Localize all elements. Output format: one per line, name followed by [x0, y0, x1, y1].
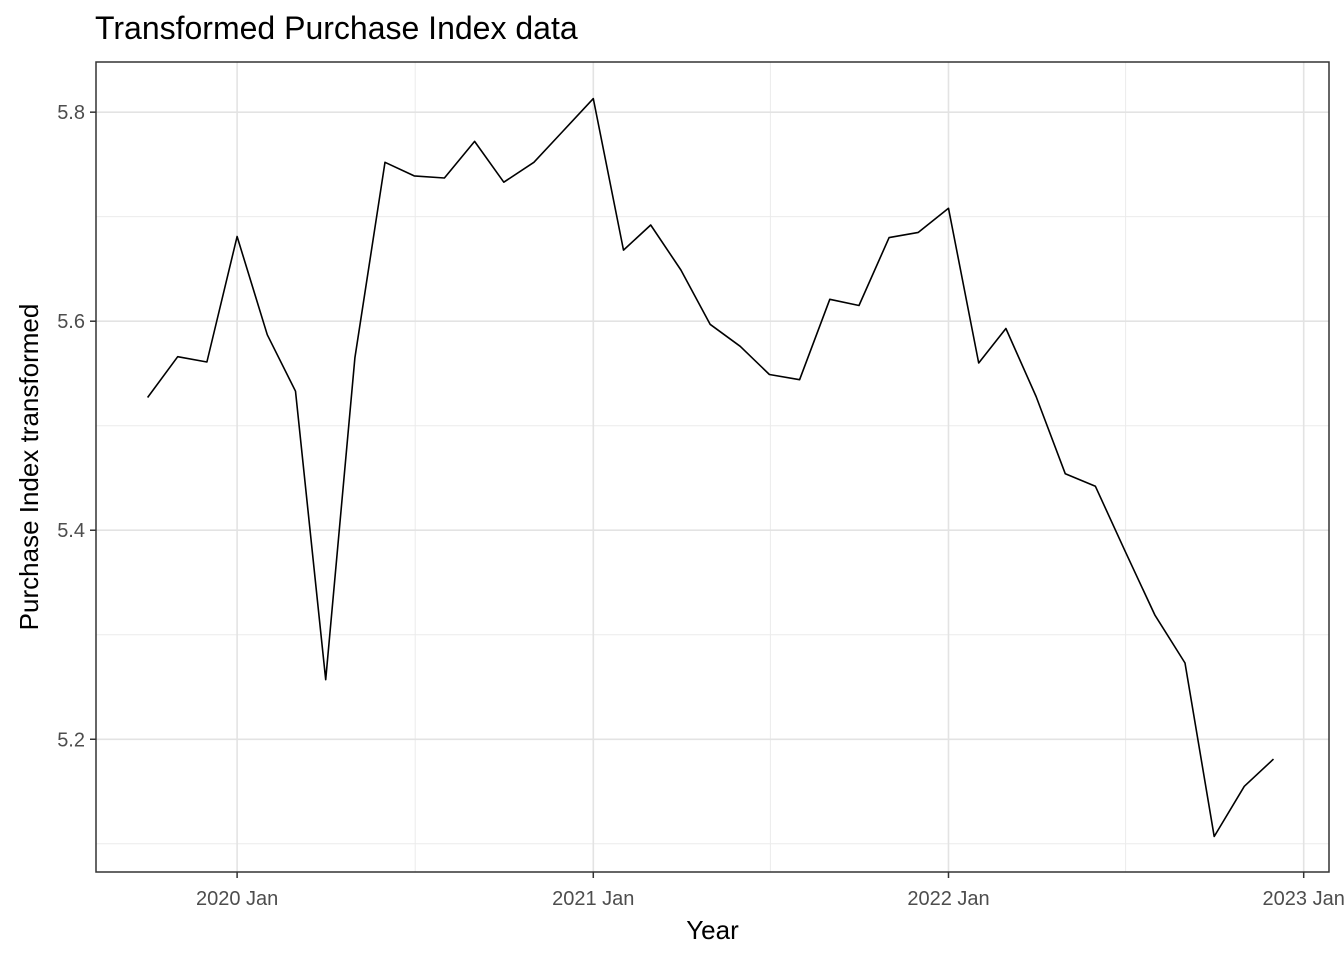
plot-panel-border: [95, 61, 1330, 873]
y-tick-label: 5.8: [57, 102, 85, 124]
x-tick-label: 2020 Jan: [196, 888, 278, 910]
minor-gridlines: [96, 62, 1329, 872]
x-axis-title: Year: [686, 915, 739, 945]
series-line: [146, 97, 1275, 838]
y-axis-title: Purchase Index transformed: [14, 304, 44, 631]
chart-title: Transformed Purchase Index data: [95, 10, 578, 46]
y-tick-label: 5.2: [57, 729, 85, 751]
major-gridlines: [96, 62, 1329, 872]
y-tick-label: 5.4: [57, 520, 85, 542]
x-tick-label: 2022 Jan: [907, 888, 989, 910]
y-tick-label: 5.6: [57, 311, 85, 333]
y-axis-ticks: 5.2 5.4 5.6 5.8: [57, 102, 96, 751]
x-tick-label: 2023 Jan: [1263, 888, 1344, 910]
series-layer: [146, 97, 1275, 838]
x-tick-label: 2021 Jan: [552, 888, 634, 910]
x-axis-ticks: 2020 Jan 2021 Jan 2022 Jan 2023 Jan: [196, 872, 1344, 910]
